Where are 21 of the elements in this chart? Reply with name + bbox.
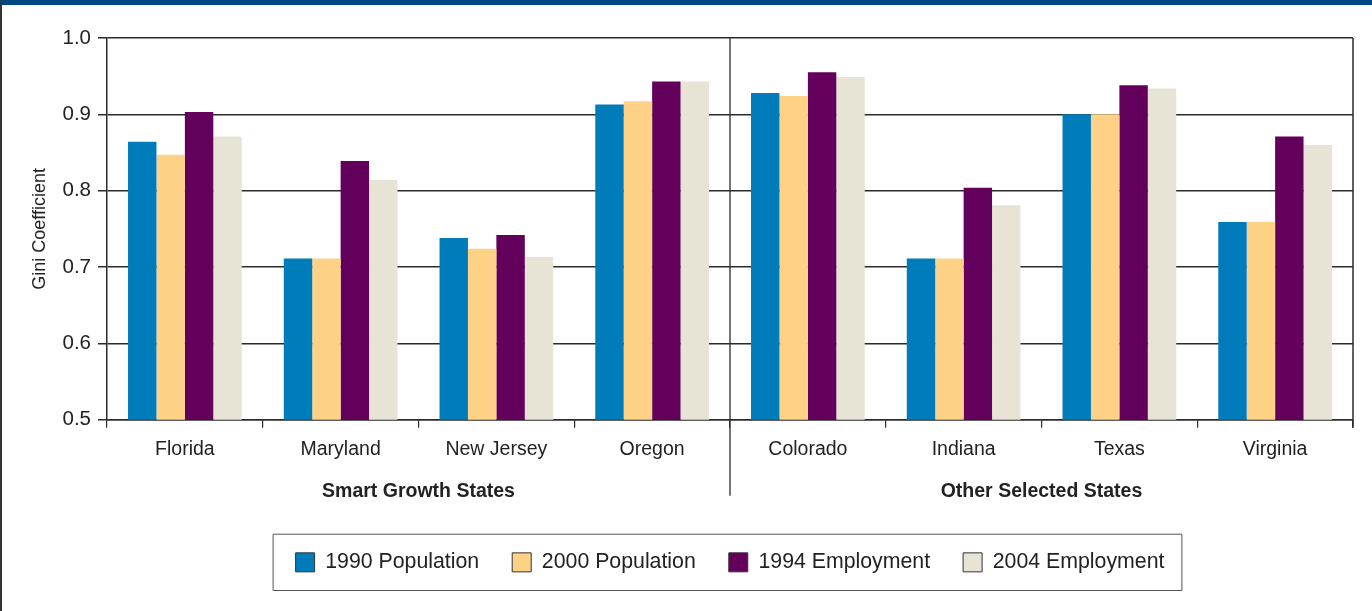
- x-tick-label: New Jersey: [445, 436, 548, 459]
- y-tick-label: 0.7: [62, 253, 91, 277]
- y-tick-label: 0.9: [62, 101, 91, 124]
- x-tick-label: Maryland: [300, 436, 381, 459]
- x-tick-label: Virginia: [1242, 436, 1308, 459]
- y-tick-label: 0.8: [62, 177, 91, 201]
- y-tick-label: 0.5: [62, 406, 91, 430]
- x-tick-label: Florida: [155, 436, 215, 459]
- legend-label: 2004 Employment: [992, 549, 1165, 574]
- legend-label: 2000 Population: [541, 549, 696, 574]
- x-tick-label: Indiana: [931, 436, 996, 459]
- legend-label: 1994 Employment: [758, 549, 931, 574]
- x-tick-label: Oregon: [619, 436, 685, 459]
- y-tick-label: 0.6: [62, 330, 91, 354]
- x-tick-label: Colorado: [768, 436, 848, 459]
- x-tick-label: Texas: [1093, 436, 1146, 459]
- text: Other Selected States: [940, 479, 1143, 502]
- legend-label: 1990 Population: [325, 549, 480, 574]
- text: Smart Growth States: [322, 479, 516, 502]
- y-tick-label: 1.0: [62, 24, 91, 48]
- y-axis-title: Gini Coefficient: [28, 167, 49, 290]
